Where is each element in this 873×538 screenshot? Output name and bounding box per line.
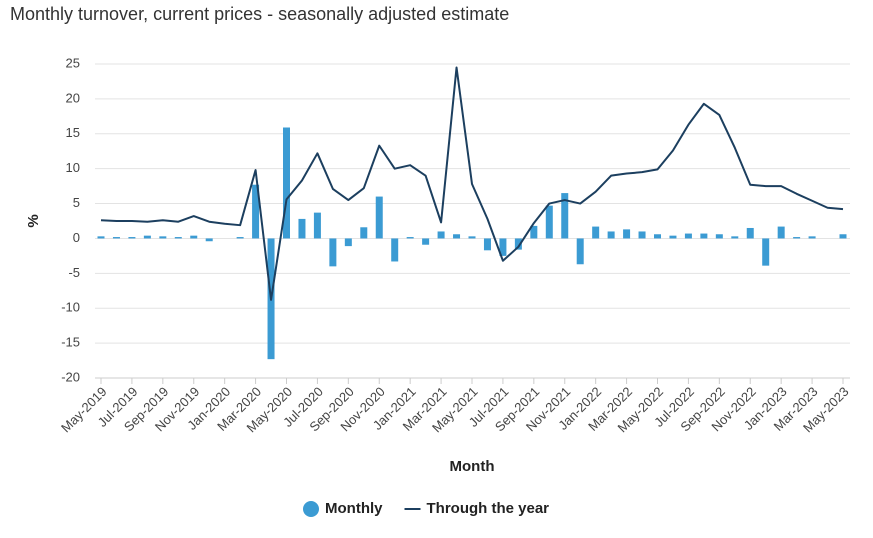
bar <box>514 238 522 250</box>
bar <box>762 238 770 266</box>
y-tick-label: 25 <box>66 55 80 70</box>
bar <box>329 238 337 267</box>
bar <box>576 238 584 265</box>
bar <box>453 234 461 239</box>
bar <box>715 234 723 239</box>
legend-label: Through the year <box>427 500 550 517</box>
line <box>100 66 844 301</box>
bar <box>700 233 708 239</box>
bar <box>283 127 290 239</box>
bar <box>483 238 491 251</box>
bar <box>143 235 151 239</box>
bar <box>298 218 306 239</box>
bar <box>112 237 120 239</box>
bar <box>607 231 615 239</box>
bar <box>313 212 321 239</box>
bar <box>530 225 538 239</box>
bar <box>839 234 847 239</box>
y-tick-label: 5 <box>73 195 80 210</box>
bar <box>360 227 368 239</box>
legend-marker <box>303 501 319 517</box>
bar <box>375 196 383 239</box>
y-tick-label: 0 <box>73 230 80 245</box>
bar <box>669 235 677 239</box>
bar <box>793 237 801 239</box>
bar <box>545 205 553 239</box>
bar <box>391 238 399 262</box>
bar <box>684 233 692 239</box>
y-tick-label: -20 <box>61 369 80 384</box>
bar <box>252 184 260 239</box>
bar <box>128 237 136 239</box>
bar <box>777 226 785 239</box>
bar <box>499 238 507 256</box>
bar <box>561 193 569 239</box>
bar <box>422 238 430 245</box>
bar <box>437 231 445 239</box>
bar <box>731 236 739 239</box>
bar <box>174 237 182 239</box>
y-tick-label: 20 <box>66 90 80 105</box>
bar <box>808 236 816 239</box>
chart-title: Monthly turnover, current prices - seaso… <box>10 4 509 24</box>
bar <box>654 234 661 239</box>
bar <box>97 236 105 239</box>
bar <box>406 237 414 239</box>
bar <box>190 235 198 239</box>
x-axis-title: Month <box>450 458 495 475</box>
y-tick-label: 15 <box>66 125 80 140</box>
bar <box>344 238 352 247</box>
y-tick-label: -5 <box>68 265 80 280</box>
y-tick-label: -15 <box>61 335 80 350</box>
bar <box>746 227 754 239</box>
bar <box>205 238 213 242</box>
y-tick-label: -10 <box>61 300 80 315</box>
y-tick-label: 10 <box>66 160 80 175</box>
bar <box>638 231 646 239</box>
bar <box>159 236 167 239</box>
y-axis-title: % <box>25 214 42 227</box>
bar <box>468 236 476 239</box>
bar <box>236 237 244 239</box>
legend-label: Monthly <box>325 500 383 517</box>
bar <box>623 229 631 239</box>
bar <box>592 226 600 239</box>
